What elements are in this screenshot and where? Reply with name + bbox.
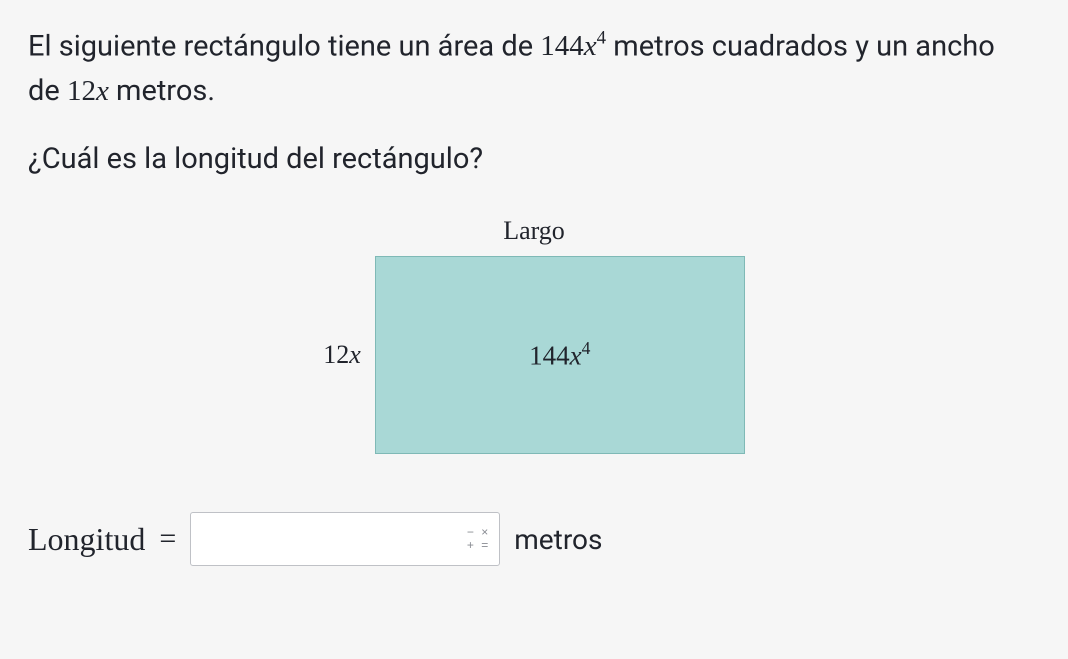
rectangle: 144x4 [375,256,745,454]
answer-input-wrap: − × + = [190,512,500,566]
width-expression: 12x [67,75,109,107]
intro-suffix: metros. [109,74,215,108]
figure-row: 12x 144x4 [323,256,745,454]
center-exp: 4 [582,338,591,358]
area-var: x [584,30,597,62]
side-var: x [349,340,361,369]
area-expression: 144x4 [540,30,606,62]
answer-input[interactable] [190,512,500,566]
question-text: ¿Cuál es la longitud del rectángulo? [28,142,1040,176]
width-coeff: 12 [67,75,96,107]
width-label: 12x [323,340,361,370]
area-coeff: 144 [540,30,584,62]
equals-sign: = [159,522,176,556]
side-coeff: 12 [323,340,349,369]
center-coeff: 144 [529,341,570,371]
area-exp: 4 [597,28,606,49]
length-label: Largo [503,216,565,246]
width-var: x [96,75,109,107]
units-label: metros [514,523,602,556]
answer-row: Longitud = − × + = metros [28,512,1040,566]
area-inside: 144x4 [529,338,590,372]
problem-statement: El siguiente rectángulo tiene un área de… [28,24,1008,114]
rectangle-figure: Largo 12x 144x4 [28,216,1040,454]
answer-label: Longitud [28,521,145,558]
center-var: x [570,341,582,371]
intro-prefix: El siguiente rectángulo tiene un área de [28,29,540,63]
